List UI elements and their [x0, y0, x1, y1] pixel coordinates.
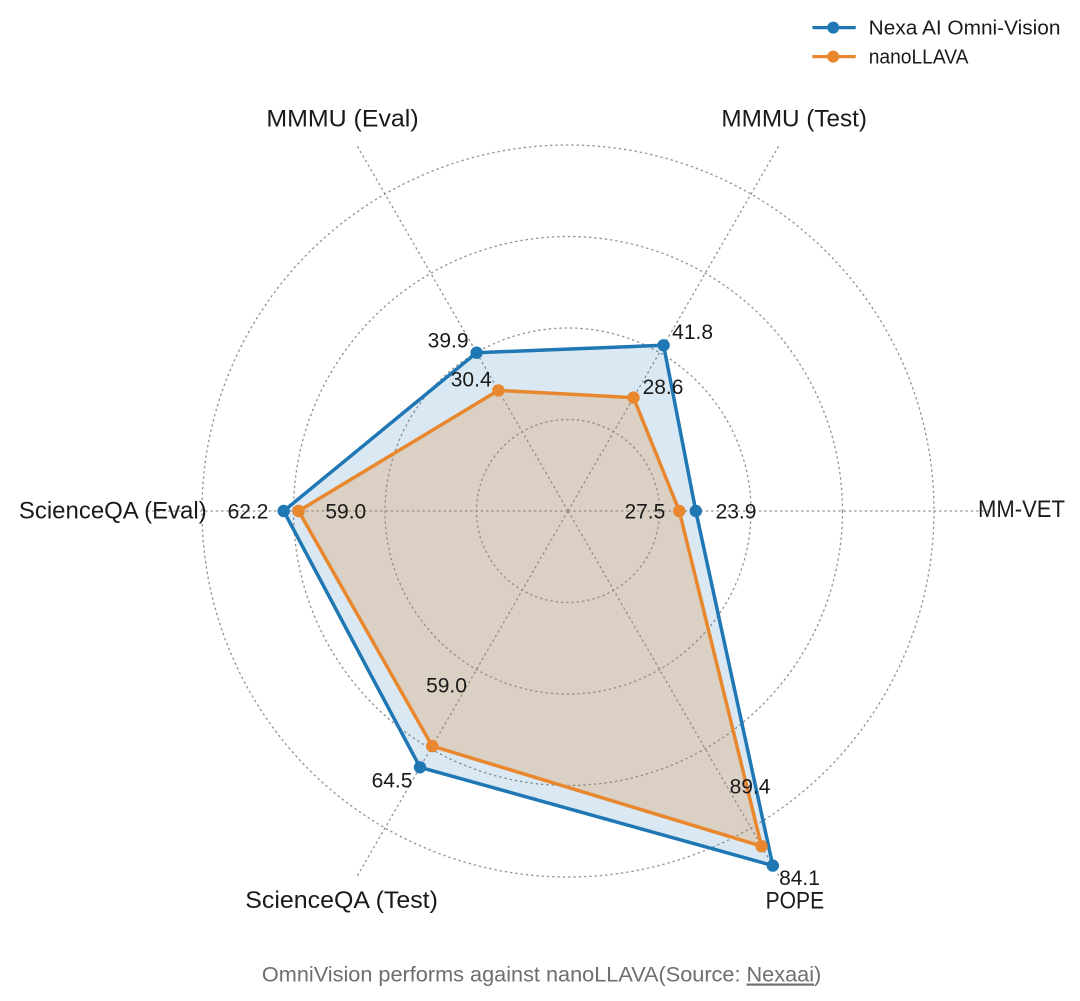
- svg-text:Nexa AI Omni-Vision: Nexa AI Omni-Vision: [869, 18, 1061, 40]
- svg-text:23.9: 23.9: [716, 501, 757, 524]
- svg-text:MMMU (Test): MMMU (Test): [721, 106, 867, 133]
- svg-text:MM-VET: MM-VET: [978, 496, 1065, 523]
- svg-text:30.4: 30.4: [451, 369, 492, 392]
- svg-text:59.0: 59.0: [426, 675, 467, 698]
- svg-text:POPE: POPE: [766, 888, 825, 915]
- svg-text:64.5: 64.5: [372, 769, 413, 792]
- svg-text:41.8: 41.8: [672, 321, 713, 344]
- svg-text:28.6: 28.6: [643, 376, 684, 399]
- svg-text:39.9: 39.9: [428, 330, 469, 353]
- svg-text:59.0: 59.0: [325, 501, 366, 524]
- svg-text:84.1: 84.1: [779, 867, 820, 890]
- svg-text:89.4: 89.4: [730, 776, 771, 799]
- svg-text:OmniVision performs against na: OmniVision performs against nanoLLAVA(So…: [262, 962, 821, 987]
- svg-text:nanoLLAVA: nanoLLAVA: [869, 47, 969, 69]
- svg-text:MMMU (Eval): MMMU (Eval): [266, 106, 418, 133]
- svg-text:ScienceQA (Test): ScienceQA (Test): [245, 887, 438, 914]
- svg-text:62.2: 62.2: [228, 501, 269, 524]
- svg-text:ScienceQA (Eval): ScienceQA (Eval): [19, 498, 207, 525]
- svg-text:27.5: 27.5: [624, 501, 665, 524]
